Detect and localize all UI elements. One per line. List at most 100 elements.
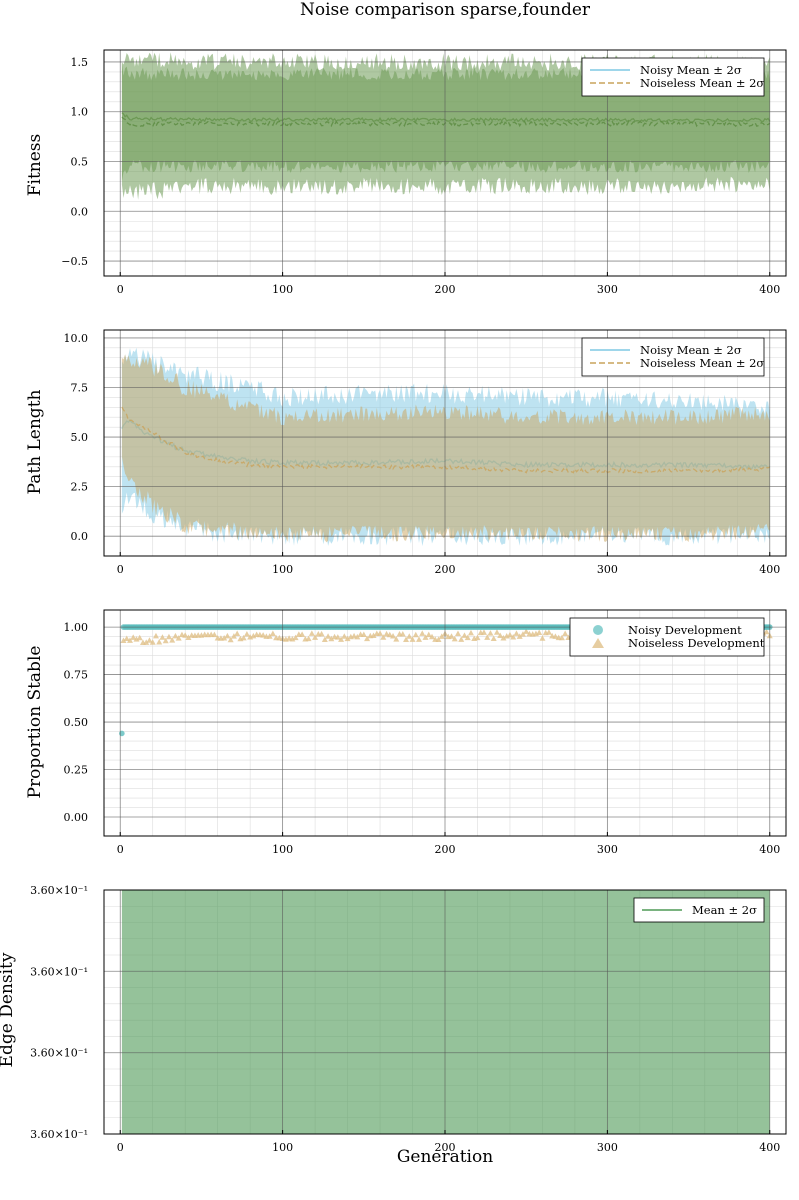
noiseless-point bbox=[438, 633, 445, 639]
noiseless-point bbox=[490, 635, 497, 642]
legend-box bbox=[569, 617, 765, 657]
y-tick-label: 3.60×10⁻¹ bbox=[30, 884, 88, 897]
noiseless-point bbox=[536, 629, 543, 636]
noiseless-point bbox=[516, 633, 523, 639]
noiseless-point bbox=[562, 630, 569, 637]
path-length-panel: Path Length 0 100 200 300 400 10.0 7.5 5.0 2.5 0.… bbox=[25, 329, 787, 576]
noiseless-point bbox=[474, 634, 481, 641]
noiseless-point bbox=[360, 631, 367, 638]
noiseless-point bbox=[399, 631, 406, 637]
x-tick-label: 0 bbox=[117, 283, 124, 296]
noiseless-point bbox=[120, 637, 127, 643]
noiseless-point bbox=[351, 632, 358, 639]
y-tick-label: 0.50 bbox=[64, 716, 89, 729]
y-tick-label: 5.0 bbox=[71, 431, 89, 444]
edge-density-panel: Edge Density 0 100 200 300 400 3.60×10⁻¹ 3.60×… bbox=[0, 884, 787, 1154]
noiseless-point bbox=[299, 631, 306, 637]
noiseless-point bbox=[334, 634, 341, 640]
noiseless-point bbox=[169, 637, 176, 643]
noiseless-point bbox=[500, 634, 507, 641]
x-tick-label: 0 bbox=[117, 1141, 124, 1154]
noiseless-point bbox=[165, 633, 172, 640]
y-tick-label: 3.60×10⁻¹ bbox=[30, 1128, 88, 1141]
noiseless-point bbox=[513, 630, 520, 636]
noiseless-point bbox=[130, 634, 137, 640]
noiseless-point bbox=[539, 635, 546, 641]
noiseless-point bbox=[123, 635, 130, 642]
noiseless-point bbox=[172, 632, 179, 639]
noiseless-point bbox=[240, 634, 247, 641]
noiseless-point bbox=[328, 635, 335, 642]
noiseless-point bbox=[519, 631, 526, 637]
noiseless-point bbox=[224, 632, 231, 639]
noiseless-point bbox=[318, 630, 325, 637]
noiseless-point bbox=[487, 630, 494, 636]
noiseless-point bbox=[422, 634, 429, 640]
noiseless-point bbox=[412, 631, 419, 638]
x-tick-label: 200 bbox=[435, 283, 456, 296]
noiseless-point bbox=[464, 634, 471, 641]
noiseless-point bbox=[403, 636, 410, 643]
x-tick-label: 200 bbox=[435, 1141, 456, 1154]
noiseless-point bbox=[341, 633, 348, 639]
noiseless-point bbox=[292, 634, 299, 641]
y-tick-label: 3.60×10⁻¹ bbox=[30, 1047, 88, 1060]
noiseless-point bbox=[425, 631, 432, 638]
x-tick-label: 0 bbox=[117, 843, 124, 856]
y-tick-label: 0.0 bbox=[71, 530, 89, 543]
noiseless-point bbox=[435, 636, 442, 642]
noiseless-point bbox=[370, 632, 377, 638]
noiseless-point bbox=[454, 630, 461, 636]
noiseless-point bbox=[552, 633, 559, 639]
noiseless-point bbox=[409, 636, 416, 642]
noiseless-point bbox=[416, 636, 423, 642]
y-tick-label: 3.60×10⁻¹ bbox=[30, 965, 88, 978]
noiseless-point bbox=[321, 636, 328, 643]
noiseless-point bbox=[480, 629, 487, 635]
noiseless-point bbox=[484, 634, 491, 640]
y-tick-label: 1.0 bbox=[71, 106, 89, 119]
legend-label: Noiseless Mean ± 2σ bbox=[640, 76, 764, 90]
legend-marker bbox=[592, 638, 604, 648]
edge-legend: Mean ± 2σ bbox=[633, 897, 765, 923]
noiseless-point bbox=[146, 637, 153, 643]
noiseless-point bbox=[221, 635, 228, 641]
noiseless-point bbox=[506, 631, 513, 638]
legend-box bbox=[581, 57, 765, 97]
x-tick-label: 200 bbox=[435, 843, 456, 856]
x-tick-label: 0 bbox=[117, 563, 124, 576]
noiseless-point bbox=[156, 639, 163, 645]
path-band-1 bbox=[121, 354, 770, 543]
noiseless-point bbox=[159, 634, 166, 640]
noiseless-point bbox=[377, 630, 384, 636]
edge-band-0 bbox=[121, 890, 770, 1134]
noiseless-point bbox=[451, 635, 458, 642]
noiseless-point bbox=[308, 630, 315, 636]
proportion-stable-panel: Proportion Stable 0 100 200 300 400 1.00 0.75 0… bbox=[25, 609, 787, 856]
noiseless-point bbox=[126, 637, 133, 643]
y-tick-label: 1.00 bbox=[64, 621, 89, 634]
x-tick-label: 100 bbox=[272, 1141, 293, 1154]
noiseless-point bbox=[448, 633, 455, 639]
noiseless-point bbox=[269, 630, 276, 637]
noiseless-point bbox=[266, 633, 273, 639]
noiseless-point bbox=[260, 632, 267, 638]
noiseless-point bbox=[458, 636, 465, 642]
noiseless-point bbox=[149, 639, 156, 645]
noiseless-point bbox=[558, 634, 565, 641]
y-tick-label: 0.25 bbox=[64, 764, 89, 777]
path-data bbox=[121, 347, 771, 547]
noiseless-point bbox=[545, 629, 552, 635]
fitness-ylabel: Fitness bbox=[25, 134, 45, 197]
noiseless-point bbox=[175, 635, 182, 641]
edge-data bbox=[121, 890, 770, 1134]
noiseless-point bbox=[143, 639, 150, 645]
noiseless-point bbox=[344, 635, 351, 642]
legend-label: Noisy Development bbox=[628, 623, 742, 637]
noiseless-point bbox=[152, 632, 159, 639]
noiseless-point bbox=[312, 634, 319, 640]
y-tick-label: 10.0 bbox=[64, 332, 89, 345]
